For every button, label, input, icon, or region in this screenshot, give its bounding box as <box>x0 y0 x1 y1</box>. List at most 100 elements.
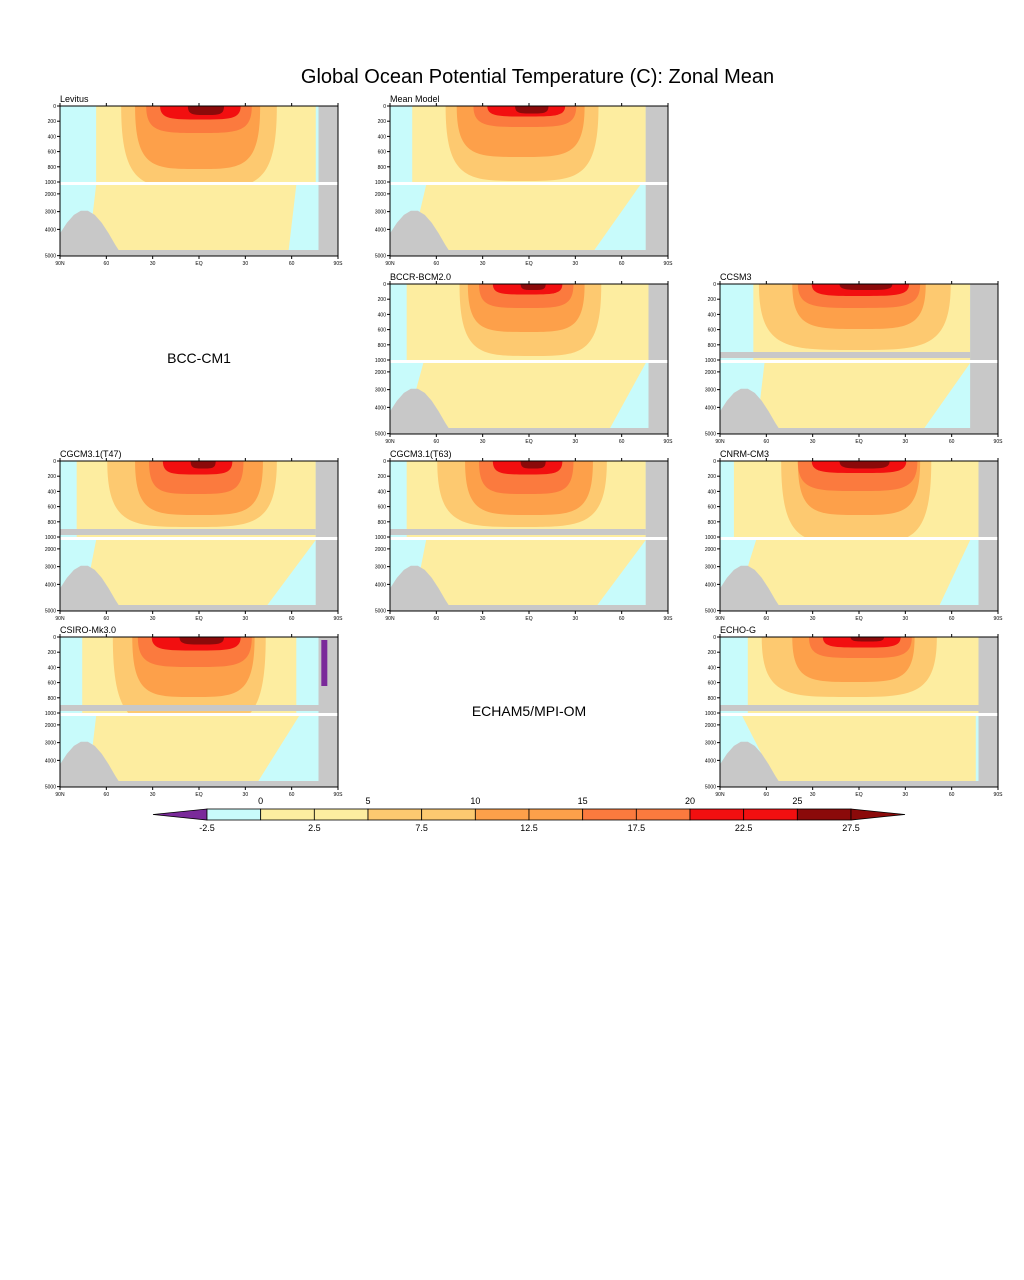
land-mask <box>720 781 998 787</box>
contour-band <box>733 540 971 611</box>
y-tick-label: 1000 <box>45 180 56 186</box>
y-tick-label: 5000 <box>45 785 56 791</box>
land-mask <box>390 210 453 256</box>
y-tick-label: 800 <box>378 520 387 526</box>
y-tick-label: 4000 <box>705 405 716 411</box>
x-tick-label: 90N <box>385 261 395 267</box>
x-tick-label: 90S <box>664 616 674 622</box>
y-tick-label: 5000 <box>45 609 56 615</box>
colorbar-bin <box>474 808 530 821</box>
land-mask <box>720 388 783 434</box>
x-tick-label: 90N <box>55 616 65 622</box>
contour-band <box>756 363 971 434</box>
depth-break <box>720 713 998 716</box>
y-tick-label: 3000 <box>45 741 56 747</box>
depth-break <box>60 713 338 716</box>
y-tick-label: 1000 <box>705 711 716 717</box>
x-tick-label: 60 <box>949 616 955 622</box>
y-tick-label: 3000 <box>375 210 386 216</box>
y-tick-label: 4000 <box>705 582 716 588</box>
y-tick-label: 0 <box>713 282 716 288</box>
x-tick-label: 60 <box>434 261 440 267</box>
contour-band <box>742 716 976 787</box>
y-tick-label: 1000 <box>45 711 56 717</box>
x-tick-label: 30 <box>480 261 486 267</box>
contour-band <box>520 284 546 290</box>
y-tick-label: 4000 <box>45 582 56 588</box>
x-tick-label: 60 <box>619 261 625 267</box>
contour-band <box>515 106 549 114</box>
land-mask <box>60 529 316 535</box>
y-tick-label: 400 <box>48 665 57 671</box>
x-tick-label: 60 <box>289 261 295 267</box>
panel: CGCM3.1(T63) 90N 60 30 EQ 30 60 90S 0 200 400 600 80… <box>375 449 673 622</box>
x-tick-label: 90S <box>334 792 344 798</box>
panel-title: CSIRO-Mk3.0 <box>60 625 116 635</box>
y-tick-label: 200 <box>708 474 717 480</box>
x-tick-label: 60 <box>434 439 440 445</box>
land-mask <box>720 605 998 611</box>
contour-band <box>520 461 546 469</box>
y-tick-label: 0 <box>53 459 56 465</box>
y-tick-label: 800 <box>378 343 387 349</box>
y-tick-label: 4000 <box>705 758 716 764</box>
x-tick-label: 90S <box>994 616 1004 622</box>
panel: Mean Model 90N 60 30 EQ 30 60 90S 0 200 400 600 800 1… <box>375 94 673 267</box>
y-tick-label: 600 <box>378 505 387 511</box>
y-tick-label: 800 <box>708 343 717 349</box>
x-tick-label: 60 <box>949 439 955 445</box>
y-tick-label: 400 <box>708 489 717 495</box>
panel-title: CGCM3.1(T63) <box>390 449 452 459</box>
y-tick-label: 2000 <box>375 370 386 376</box>
y-tick-label: 3000 <box>45 565 56 571</box>
x-tick-label: 30 <box>243 792 249 798</box>
y-tick-label: 1000 <box>375 180 386 186</box>
x-tick-label: 60 <box>289 792 295 798</box>
depth-break <box>390 360 668 363</box>
colorbar-label: 25 <box>792 796 802 806</box>
x-tick-label: EQ <box>525 616 532 622</box>
colorbar: 0 5 10 15 20 25 -2.5 2.5 7.5 12.5 17.5 22.5 27.5 <box>152 796 906 833</box>
x-tick-label: 30 <box>480 616 486 622</box>
land-mask <box>720 705 979 711</box>
y-tick-label: 2000 <box>375 547 386 553</box>
y-tick-label: 1000 <box>705 535 716 541</box>
y-tick-label: 400 <box>378 134 387 140</box>
y-tick-label: 400 <box>708 312 717 318</box>
x-tick-label: 90N <box>715 616 725 622</box>
land-mask <box>60 781 338 787</box>
x-tick-label: 60 <box>949 792 955 798</box>
x-tick-label: EQ <box>195 616 202 622</box>
x-tick-label: 90S <box>994 439 1004 445</box>
colorbar-high-arrow <box>850 808 906 821</box>
y-tick-label: 4000 <box>375 582 386 588</box>
panel: CCSM3 90N 60 30 EQ 30 60 90S 0 200 400 600 800 1000 20… <box>705 272 1003 445</box>
y-tick-label: 200 <box>48 474 57 480</box>
x-tick-label: 90N <box>385 439 395 445</box>
contour-band <box>87 185 297 256</box>
x-tick-label: 60 <box>104 616 110 622</box>
contour-band <box>87 716 300 787</box>
x-tick-label: 30 <box>243 261 249 267</box>
y-tick-label: 3000 <box>375 565 386 571</box>
x-tick-label: 60 <box>764 439 770 445</box>
land-mask <box>318 106 338 256</box>
panel-title: CNRM-CM3 <box>720 449 769 459</box>
y-tick-label: 200 <box>708 297 717 303</box>
panel: CNRM-CM3 90N 60 30 EQ 30 60 90S 0 200 400 600 800 100… <box>705 449 1003 622</box>
x-tick-label: EQ <box>855 792 862 798</box>
y-tick-label: 3000 <box>45 210 56 216</box>
y-tick-label: 2000 <box>705 723 716 729</box>
y-tick-label: 4000 <box>45 227 56 233</box>
colorbar-bin <box>743 808 798 821</box>
y-tick-label: 2000 <box>705 547 716 553</box>
y-tick-label: 200 <box>378 119 387 125</box>
y-tick-label: 400 <box>378 489 387 495</box>
y-tick-label: 0 <box>53 635 56 641</box>
x-tick-label: 30 <box>903 439 909 445</box>
land-mask <box>60 210 123 256</box>
x-tick-label: 30 <box>150 616 156 622</box>
land-mask <box>60 605 338 611</box>
figure-title: Global Ocean Potential Temperature (C): … <box>300 66 775 88</box>
